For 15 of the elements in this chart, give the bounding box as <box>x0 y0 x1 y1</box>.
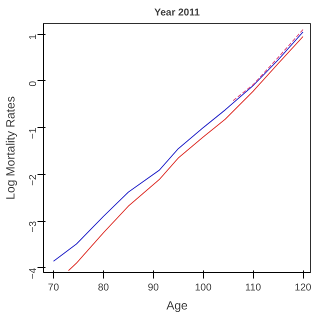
x-tick-label: 120 <box>294 282 312 294</box>
x-tick-label: 80 <box>98 282 110 294</box>
y-tick-label: 0 <box>28 80 39 87</box>
y-axis-title: Log Mortality Rates <box>4 96 18 200</box>
x-tick-label: 110 <box>245 282 262 294</box>
y-tick-label: −3 <box>28 220 39 233</box>
x-tick-label: 90 <box>148 282 160 294</box>
y-tick-label: 1 <box>28 34 39 40</box>
y-tick-label: −1 <box>28 127 39 140</box>
y-tick-label: −4 <box>28 267 39 280</box>
chart-title: Year 2011 <box>154 8 200 18</box>
x-tick-label: 100 <box>194 282 212 294</box>
y-tick-label: −2 <box>28 174 39 186</box>
x-axis-title: Age <box>166 298 188 312</box>
x-tick-label: 70 <box>48 282 60 294</box>
